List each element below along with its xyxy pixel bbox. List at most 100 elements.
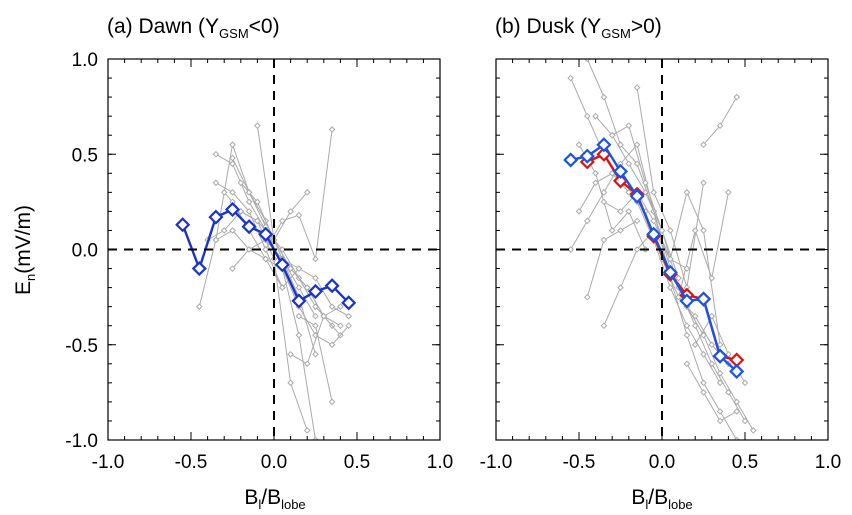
- event-point-dusk-13-1: [617, 208, 624, 215]
- event-point-dusk-11-1: [708, 312, 716, 320]
- event-point-dawn-6-1: [220, 227, 228, 234]
- y-tick-label-dawn-3: -0.5: [65, 336, 98, 357]
- event-point-dawn-7-0: [229, 154, 236, 162]
- average-point-dusk-2: [596, 137, 612, 153]
- event-point-dusk-3-6: [683, 331, 691, 339]
- event-point-dusk-7-2: [666, 227, 674, 234]
- x-tick-label-dawn-2: 0.0: [261, 452, 287, 473]
- panel-dawn-xlabel-sub2: lobe: [281, 497, 306, 512]
- event-point-dawn-5-6: [337, 322, 344, 330]
- event-point-dawn-5-4: [303, 284, 311, 291]
- event-curve-dawn-0: [198, 142, 316, 317]
- panel-dusk-x-axis-title: Bl/Blobe: [631, 486, 692, 512]
- panel-dusk-title-pre: (b) Dusk (Y: [495, 15, 601, 38]
- average-point-dawn-3: [224, 201, 241, 218]
- event-point-dusk-4-5: [683, 189, 691, 196]
- event-point-dawn-0-0: [195, 303, 203, 310]
- event-point-dusk-11-0: [691, 341, 699, 349]
- event-curve-dawn-7: [232, 157, 350, 346]
- y-tick-label-dawn-4: -1.0: [65, 431, 98, 452]
- event-point-dawn-0-2: [229, 141, 236, 149]
- average-point-dawn-2: [208, 209, 224, 225]
- event-point-dusk-10-3: [725, 189, 732, 196]
- event-point-dusk-3-1: [600, 93, 608, 101]
- x-tick-label-dawn-0: -1.0: [92, 452, 125, 473]
- event-point-dawn-9-1: [278, 217, 286, 225]
- event-point-dawn-8-0: [254, 122, 261, 129]
- event-point-dusk-15-3: [633, 217, 641, 225]
- panel-dawn-xlabel-mid: /B: [261, 486, 281, 509]
- event-point-dusk-3-9: [733, 436, 741, 440]
- event-point-dawn-8-3: [303, 189, 311, 196]
- event-point-dusk-7-1: [650, 189, 658, 196]
- event-point-dusk-5-6: [708, 360, 716, 368]
- event-point-dawn-1-2: [245, 198, 253, 206]
- average-point-dusk-0: [563, 152, 579, 168]
- event-point-dusk-1-1: [592, 179, 599, 187]
- event-point-dusk-8-0: [575, 141, 583, 149]
- x-tick-label-dawn-3: 0.5: [344, 452, 370, 473]
- event-curve-dusk-4: [603, 190, 721, 345]
- panel-dawn-xlabel-sub1: l: [258, 497, 261, 512]
- event-point-dusk-4-2: [633, 246, 641, 253]
- panel-dawn-xlabel-main: B: [244, 486, 258, 509]
- y-axis-title-rest: (mV/m): [12, 205, 35, 274]
- event-point-dawn-1-0: [212, 150, 220, 158]
- panel-dawn-title-pre: (a) Dawn (Y: [107, 15, 219, 38]
- event-point-dawn-11-0: [287, 350, 294, 358]
- event-point-dusk-12-2: [733, 93, 741, 101]
- panel-dusk-title-post: >0): [631, 15, 662, 38]
- event-curve-dawn-11: [290, 306, 341, 365]
- event-point-dawn-11-2: [320, 312, 328, 320]
- event-point-dusk-1-0: [575, 208, 583, 215]
- event-point-dawn-4-1: [245, 246, 253, 253]
- average-point-dusk-9: [712, 348, 728, 364]
- y-tick-label-dawn-1: 0.5: [72, 145, 98, 166]
- event-point-dusk-8-1: [592, 169, 599, 177]
- event-point-dusk-15-2: [617, 227, 624, 234]
- event-point-dusk-15-0: [583, 293, 591, 301]
- series-layer: [175, 122, 357, 440]
- y-tick-label-dawn-0: 1.0: [72, 50, 98, 71]
- event-point-dusk-7-0: [633, 84, 641, 91]
- event-point-dusk-0-8: [700, 350, 707, 358]
- event-point-dusk-2-4: [633, 141, 641, 149]
- event-point-dawn-13-1: [229, 189, 236, 196]
- event-point-dawn-3-1: [229, 227, 236, 234]
- event-point-dusk-3-0: [583, 59, 591, 63]
- event-point-dusk-5-2: [642, 189, 649, 196]
- average-point-dawn-6: [274, 257, 290, 273]
- event-point-dawn-0-7: [312, 312, 319, 320]
- event-point-dusk-6-3: [642, 179, 649, 187]
- event-point-dawn-6-5: [287, 379, 294, 387]
- y-axis-title: En(mV/m): [12, 205, 38, 295]
- event-point-dusk-15-1: [600, 236, 608, 244]
- event-point-dusk-6-0: [592, 112, 599, 120]
- event-point-dawn-13-3: [262, 246, 270, 253]
- event-point-dusk-11-3: [741, 379, 749, 387]
- event-point-dusk-10-2: [708, 274, 716, 282]
- event-point-dawn-9-4: [328, 126, 336, 133]
- average-point-dusk-10: [729, 363, 745, 379]
- event-point-dawn-13-0: [212, 179, 220, 187]
- average-point-dusk-8: [695, 291, 712, 307]
- event-point-dusk-13-3: [650, 217, 658, 225]
- event-point-dawn-8-2: [287, 208, 294, 215]
- average-point-dusk-1: [579, 148, 595, 164]
- event-point-dusk-9-3: [716, 370, 724, 377]
- event-point-dusk-7-4: [700, 179, 707, 187]
- event-point-dusk-6-5: [675, 274, 682, 282]
- average-point-dawn-7: [291, 293, 307, 309]
- event-point-dawn-10-4: [345, 312, 353, 320]
- event-point-dusk-9-4: [733, 398, 741, 406]
- event-point-dusk-3-7: [700, 379, 707, 387]
- event-point-dusk-1-7: [691, 312, 699, 320]
- event-curve-dusk-12: [703, 96, 738, 146]
- average-point-dusk-6: [662, 264, 678, 280]
- event-point-dusk-10-1: [691, 227, 699, 234]
- x-tick-label-dusk-4: 1.0: [815, 452, 841, 473]
- event-curve-dawn-8: [256, 125, 308, 242]
- event-curve-dawn-12: [298, 315, 333, 403]
- event-point-dusk-6-1: [608, 131, 616, 139]
